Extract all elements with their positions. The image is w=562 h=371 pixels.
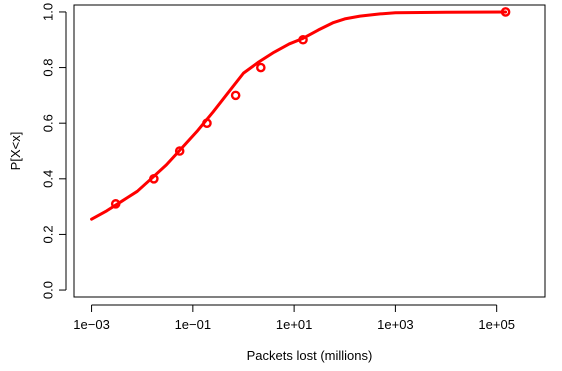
y-tick-label: 1.0 (41, 3, 56, 21)
x-tick-label: 1e−03 (73, 317, 110, 332)
x-tick-label: 1e+05 (478, 317, 515, 332)
cdf-line (90, 10, 508, 221)
y-axis: 0.0 0.2 0.4 0.6 0.8 1.0 (41, 3, 67, 299)
y-tick-label: 0.6 (41, 114, 56, 132)
x-axis: 1e−03 1e−01 1e+01 1e+03 1e+05 (73, 304, 515, 332)
x-tick-label: 1e−01 (175, 317, 212, 332)
y-tick-label: 0.0 (41, 281, 56, 299)
y-axis-label: P[X<x] (8, 132, 23, 171)
y-tick-label: 0.4 (41, 170, 56, 188)
data-point (174, 146, 185, 156)
x-tick-label: 1e+03 (377, 317, 414, 332)
y-tick-label: 0.8 (41, 59, 56, 77)
plot-frame (73, 4, 546, 298)
x-axis-label: Packets lost (millions) (247, 348, 373, 363)
data-point (110, 199, 121, 209)
data-point (256, 62, 266, 73)
data-point (298, 34, 308, 45)
y-tick-label: 0.2 (41, 225, 56, 243)
data-point (149, 174, 159, 184)
x-tick-label: 1e+01 (276, 317, 313, 332)
data-point (202, 118, 212, 128)
data-point (500, 7, 511, 17)
data-markers (110, 7, 511, 209)
data-point (230, 90, 241, 101)
